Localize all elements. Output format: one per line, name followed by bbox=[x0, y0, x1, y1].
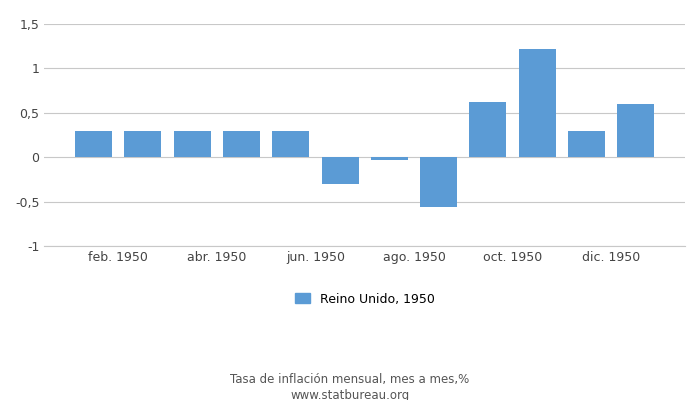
Text: Tasa de inflación mensual, mes a mes,%: Tasa de inflación mensual, mes a mes,% bbox=[230, 374, 470, 386]
Bar bbox=[125, 131, 162, 157]
Bar bbox=[470, 102, 506, 157]
Bar bbox=[420, 157, 457, 207]
Bar bbox=[272, 131, 309, 157]
Bar bbox=[617, 104, 654, 157]
Bar bbox=[321, 157, 358, 184]
Legend: Reino Unido, 1950: Reino Unido, 1950 bbox=[295, 292, 435, 306]
Text: www.statbureau.org: www.statbureau.org bbox=[290, 390, 410, 400]
Bar bbox=[174, 131, 211, 157]
Bar bbox=[568, 131, 605, 157]
Bar bbox=[223, 131, 260, 157]
Bar bbox=[371, 157, 408, 160]
Bar bbox=[75, 131, 112, 157]
Bar bbox=[519, 49, 556, 157]
